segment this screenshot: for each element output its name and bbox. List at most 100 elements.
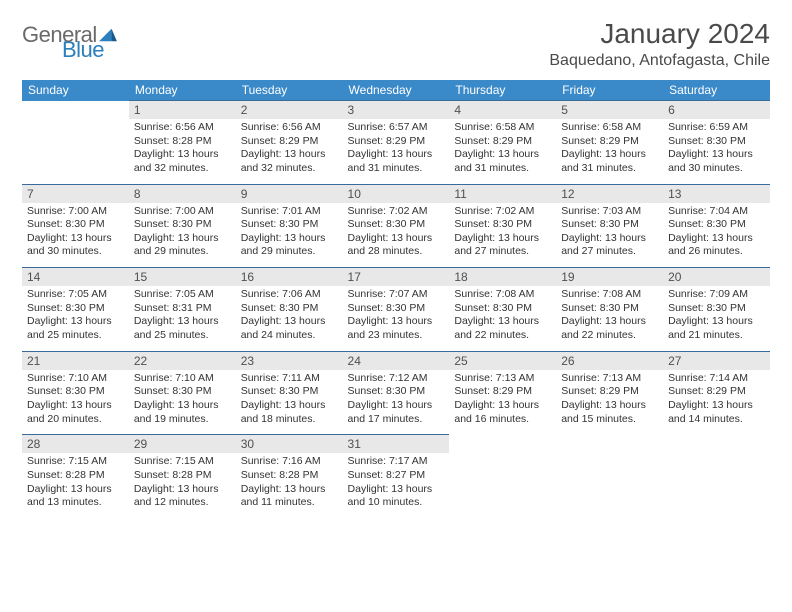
daylight-text: Daylight: 13 hours and 32 minutes. [241, 148, 338, 175]
calendar-cell: 4Sunrise: 6:58 AMSunset: 8:29 PMDaylight… [449, 101, 556, 185]
title-block: January 2024 Baquedano, Antofagasta, Chi… [549, 18, 770, 70]
calendar-cell: 29Sunrise: 7:15 AMSunset: 8:28 PMDayligh… [129, 435, 236, 518]
sunrise-text: Sunrise: 7:16 AM [241, 455, 338, 469]
daylight-text: Daylight: 13 hours and 14 minutes. [668, 399, 765, 426]
sunset-text: Sunset: 8:30 PM [241, 218, 338, 232]
day-number: 7 [22, 185, 129, 203]
daylight-text: Daylight: 13 hours and 15 minutes. [561, 399, 658, 426]
calendar-cell: 11Sunrise: 7:02 AMSunset: 8:30 PMDayligh… [449, 184, 556, 268]
calendar-week-row: 21Sunrise: 7:10 AMSunset: 8:30 PMDayligh… [22, 351, 770, 435]
day-number: 23 [236, 352, 343, 370]
logo-text-blue: Blue [62, 41, 117, 60]
day-body: Sunrise: 7:09 AMSunset: 8:30 PMDaylight:… [663, 286, 770, 351]
daylight-text: Daylight: 13 hours and 31 minutes. [454, 148, 551, 175]
calendar-cell: 31Sunrise: 7:17 AMSunset: 8:27 PMDayligh… [343, 435, 450, 518]
day-number: 10 [343, 185, 450, 203]
day-header: Sunday [22, 80, 129, 101]
page-title: January 2024 [549, 18, 770, 50]
sunset-text: Sunset: 8:28 PM [134, 469, 231, 483]
day-number: 5 [556, 101, 663, 119]
calendar-week-row: 28Sunrise: 7:15 AMSunset: 8:28 PMDayligh… [22, 435, 770, 518]
sunrise-text: Sunrise: 7:06 AM [241, 288, 338, 302]
sunrise-text: Sunrise: 7:13 AM [561, 372, 658, 386]
sunrise-text: Sunrise: 6:57 AM [348, 121, 445, 135]
sunrise-text: Sunrise: 7:08 AM [454, 288, 551, 302]
calendar-cell: 27Sunrise: 7:14 AMSunset: 8:29 PMDayligh… [663, 351, 770, 435]
daylight-text: Daylight: 13 hours and 26 minutes. [668, 232, 765, 259]
sunrise-text: Sunrise: 7:10 AM [27, 372, 124, 386]
day-header: Saturday [663, 80, 770, 101]
day-header: Friday [556, 80, 663, 101]
sunset-text: Sunset: 8:29 PM [348, 135, 445, 149]
calendar-table: SundayMondayTuesdayWednesdayThursdayFrid… [22, 80, 770, 518]
day-body: Sunrise: 7:14 AMSunset: 8:29 PMDaylight:… [663, 370, 770, 435]
sunrise-text: Sunrise: 7:14 AM [668, 372, 765, 386]
calendar-cell: 23Sunrise: 7:11 AMSunset: 8:30 PMDayligh… [236, 351, 343, 435]
calendar-cell: 24Sunrise: 7:12 AMSunset: 8:30 PMDayligh… [343, 351, 450, 435]
sunrise-text: Sunrise: 7:01 AM [241, 205, 338, 219]
day-number: 28 [22, 435, 129, 453]
day-number: 26 [556, 352, 663, 370]
day-number: 2 [236, 101, 343, 119]
day-body: Sunrise: 7:02 AMSunset: 8:30 PMDaylight:… [449, 203, 556, 268]
daylight-text: Daylight: 13 hours and 27 minutes. [561, 232, 658, 259]
day-number: 29 [129, 435, 236, 453]
sunset-text: Sunset: 8:28 PM [241, 469, 338, 483]
day-body: Sunrise: 6:58 AMSunset: 8:29 PMDaylight:… [556, 119, 663, 184]
sunset-text: Sunset: 8:30 PM [561, 218, 658, 232]
daylight-text: Daylight: 13 hours and 30 minutes. [668, 148, 765, 175]
calendar-cell [556, 435, 663, 518]
daylight-text: Daylight: 13 hours and 30 minutes. [27, 232, 124, 259]
day-body: Sunrise: 7:07 AMSunset: 8:30 PMDaylight:… [343, 286, 450, 351]
sunset-text: Sunset: 8:30 PM [454, 218, 551, 232]
sunset-text: Sunset: 8:27 PM [348, 469, 445, 483]
day-body: Sunrise: 6:56 AMSunset: 8:28 PMDaylight:… [129, 119, 236, 184]
day-number: 19 [556, 268, 663, 286]
calendar-cell: 16Sunrise: 7:06 AMSunset: 8:30 PMDayligh… [236, 268, 343, 352]
calendar-cell: 28Sunrise: 7:15 AMSunset: 8:28 PMDayligh… [22, 435, 129, 518]
sunrise-text: Sunrise: 7:07 AM [348, 288, 445, 302]
day-number: 25 [449, 352, 556, 370]
daylight-text: Daylight: 13 hours and 12 minutes. [134, 483, 231, 510]
calendar-cell: 3Sunrise: 6:57 AMSunset: 8:29 PMDaylight… [343, 101, 450, 185]
sunset-text: Sunset: 8:30 PM [668, 135, 765, 149]
daylight-text: Daylight: 13 hours and 16 minutes. [454, 399, 551, 426]
calendar-cell: 1Sunrise: 6:56 AMSunset: 8:28 PMDaylight… [129, 101, 236, 185]
sunrise-text: Sunrise: 7:13 AM [454, 372, 551, 386]
sunset-text: Sunset: 8:30 PM [134, 218, 231, 232]
day-number: 22 [129, 352, 236, 370]
daylight-text: Daylight: 13 hours and 22 minutes. [561, 315, 658, 342]
day-number: 16 [236, 268, 343, 286]
sunset-text: Sunset: 8:30 PM [27, 302, 124, 316]
daylight-text: Daylight: 13 hours and 18 minutes. [241, 399, 338, 426]
sunrise-text: Sunrise: 7:02 AM [454, 205, 551, 219]
day-body: Sunrise: 6:57 AMSunset: 8:29 PMDaylight:… [343, 119, 450, 184]
calendar-cell: 21Sunrise: 7:10 AMSunset: 8:30 PMDayligh… [22, 351, 129, 435]
day-body: Sunrise: 7:11 AMSunset: 8:30 PMDaylight:… [236, 370, 343, 435]
sunset-text: Sunset: 8:30 PM [561, 302, 658, 316]
calendar-cell: 13Sunrise: 7:04 AMSunset: 8:30 PMDayligh… [663, 184, 770, 268]
day-body: Sunrise: 7:00 AMSunset: 8:30 PMDaylight:… [22, 203, 129, 268]
sunrise-text: Sunrise: 7:03 AM [561, 205, 658, 219]
day-body: Sunrise: 6:56 AMSunset: 8:29 PMDaylight:… [236, 119, 343, 184]
calendar-cell: 26Sunrise: 7:13 AMSunset: 8:29 PMDayligh… [556, 351, 663, 435]
sunrise-text: Sunrise: 7:10 AM [134, 372, 231, 386]
day-body: Sunrise: 7:02 AMSunset: 8:30 PMDaylight:… [343, 203, 450, 268]
calendar-cell: 18Sunrise: 7:08 AMSunset: 8:30 PMDayligh… [449, 268, 556, 352]
day-number: 3 [343, 101, 450, 119]
day-number: 18 [449, 268, 556, 286]
calendar-cell: 6Sunrise: 6:59 AMSunset: 8:30 PMDaylight… [663, 101, 770, 185]
day-body: Sunrise: 7:06 AMSunset: 8:30 PMDaylight:… [236, 286, 343, 351]
sunset-text: Sunset: 8:29 PM [454, 385, 551, 399]
day-body: Sunrise: 7:10 AMSunset: 8:30 PMDaylight:… [129, 370, 236, 435]
sunrise-text: Sunrise: 7:05 AM [134, 288, 231, 302]
calendar-body: 1Sunrise: 6:56 AMSunset: 8:28 PMDaylight… [22, 101, 770, 518]
calendar-cell: 22Sunrise: 7:10 AMSunset: 8:30 PMDayligh… [129, 351, 236, 435]
day-number: 20 [663, 268, 770, 286]
calendar-cell: 19Sunrise: 7:08 AMSunset: 8:30 PMDayligh… [556, 268, 663, 352]
sunrise-text: Sunrise: 6:58 AM [454, 121, 551, 135]
calendar-cell: 2Sunrise: 6:56 AMSunset: 8:29 PMDaylight… [236, 101, 343, 185]
calendar-cell [22, 101, 129, 185]
daylight-text: Daylight: 13 hours and 32 minutes. [134, 148, 231, 175]
sunrise-text: Sunrise: 7:00 AM [134, 205, 231, 219]
